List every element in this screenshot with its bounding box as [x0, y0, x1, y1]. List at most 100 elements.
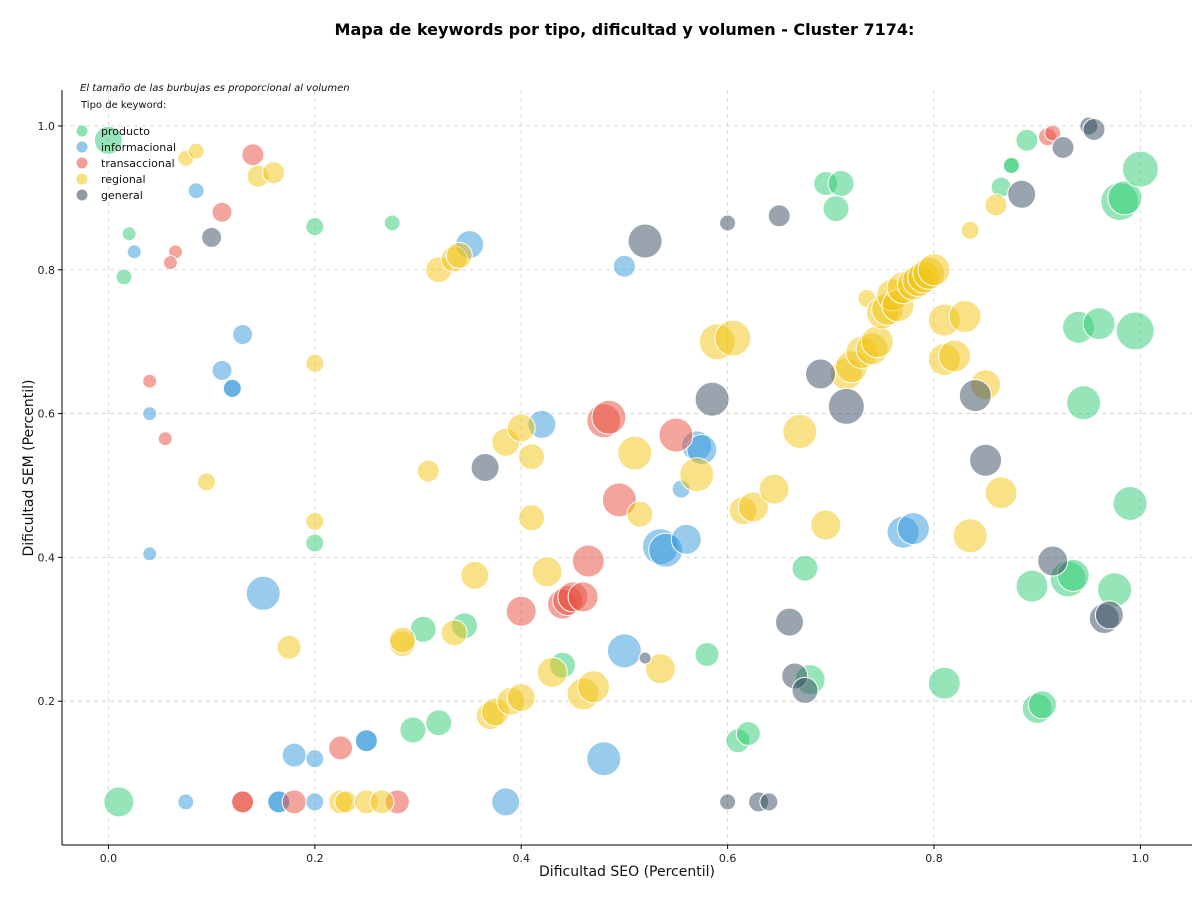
bubble-informacional	[586, 741, 622, 777]
chart-title: Mapa de keywords por tipo, dificultad y …	[334, 20, 915, 39]
bubble-regional	[531, 556, 563, 588]
bubble-regional	[617, 435, 653, 471]
bubble-producto	[827, 170, 855, 197]
legend-label-regional: regional	[101, 173, 146, 186]
bubble-layer	[93, 116, 1159, 818]
legend-label-general: general	[101, 189, 143, 202]
bubble-regional	[276, 634, 302, 660]
bubble-producto	[103, 786, 135, 818]
legend-marker-producto	[76, 125, 88, 137]
bubble-informacional	[612, 254, 636, 278]
legend-title: Tipo de keyword:	[80, 100, 166, 111]
bubble-general	[1037, 545, 1069, 577]
bubble-general	[1051, 136, 1075, 159]
bubble-transaccional	[328, 735, 354, 761]
bubble-producto	[115, 268, 133, 286]
bubble-general	[201, 226, 223, 248]
bubble-producto	[735, 721, 761, 746]
bubble-regional	[460, 560, 490, 590]
bubble-regional	[536, 656, 568, 688]
bubble-transaccional	[281, 789, 307, 815]
bubble-regional	[645, 653, 676, 685]
grid-lines	[62, 90, 1192, 845]
bubble-informacional	[126, 244, 142, 260]
bubble-transaccional	[231, 790, 255, 814]
bubble-general	[694, 381, 730, 417]
bubble-informacional	[606, 633, 642, 669]
bubble-regional	[758, 473, 790, 505]
bubble-producto	[1066, 385, 1102, 421]
axes	[61, 90, 1192, 846]
bubble-informacional	[305, 792, 325, 812]
bubble-regional	[506, 683, 536, 713]
legend-label-transaccional: transaccional	[101, 157, 175, 170]
bubble-general	[470, 453, 500, 482]
bubble-regional	[262, 161, 286, 185]
bubble-regional	[810, 509, 842, 541]
bubble-producto	[425, 709, 453, 737]
bubble-producto	[305, 533, 325, 553]
legend-marker-regional	[76, 173, 88, 185]
legend-marker-transaccional	[76, 157, 88, 169]
bubble-producto	[822, 195, 850, 223]
bubble-producto	[399, 716, 427, 744]
bubble-regional	[938, 339, 972, 373]
bubble-transaccional	[211, 201, 233, 223]
bubble-informacional	[187, 182, 205, 200]
bubble-producto	[93, 125, 123, 155]
bubble-producto	[1121, 150, 1159, 188]
bubble-producto	[1015, 128, 1039, 152]
bubble-regional	[984, 476, 1018, 510]
bubble-regional	[917, 253, 951, 287]
x-tick-label: 0.4	[512, 852, 530, 865]
bubble-informacional	[232, 324, 254, 345]
bubble-regional	[960, 220, 980, 240]
volume-note: El tamaño de las burbujas es proporciona…	[80, 83, 350, 94]
x-tick-label: 0.2	[306, 852, 324, 865]
bubble-regional	[416, 459, 440, 483]
bubble-regional	[948, 300, 982, 333]
bubble-informacional	[491, 787, 521, 817]
bubble-transaccional	[1044, 124, 1062, 142]
legend-label-producto: producto	[101, 125, 150, 138]
y-ticks: 0.2 0.4 0.6 0.8 1.0	[38, 120, 62, 708]
bubble-regional	[506, 413, 536, 443]
bubble-general	[719, 793, 737, 811]
bubble-producto	[1015, 569, 1049, 603]
bubble-transaccional	[591, 399, 627, 435]
y-tick-label: 0.8	[38, 264, 56, 277]
bubble-general	[775, 607, 804, 637]
bubble-producto	[791, 554, 819, 582]
bubble-general	[719, 214, 737, 232]
x-tick-label: 0.8	[925, 852, 943, 865]
bubble-transaccional	[241, 143, 265, 167]
bubble-producto	[121, 226, 137, 242]
bubble-regional	[714, 319, 752, 357]
legend: Tipo de keyword: producto informacional tr…	[76, 100, 176, 202]
bubble-producto	[383, 214, 401, 232]
bubble-general	[805, 358, 836, 390]
bubble-regional	[305, 353, 325, 373]
bubble-general	[627, 223, 663, 259]
bubble-regional	[197, 472, 216, 492]
bubble-regional	[369, 789, 395, 815]
bubble-general	[759, 792, 779, 812]
bubble-producto	[305, 217, 325, 237]
bubble-informacional	[142, 546, 158, 562]
bubble-general	[969, 443, 1003, 477]
bubble-informacional	[305, 749, 325, 769]
bubble-informacional	[177, 793, 195, 811]
bubble-transaccional	[505, 595, 537, 627]
bubble-producto	[1112, 486, 1148, 521]
bubble-general	[958, 379, 992, 413]
bubble-regional	[334, 790, 358, 814]
bubble-regional	[952, 518, 988, 554]
bubble-informacional	[670, 523, 702, 555]
bubble-regional	[782, 414, 818, 449]
bubble-general	[638, 651, 652, 665]
x-tick-label: 0.0	[100, 852, 118, 865]
bubble-regional	[518, 443, 545, 471]
bubble-regional	[518, 504, 545, 532]
bubble-informacional	[354, 729, 378, 753]
bubble-regional	[389, 626, 416, 654]
